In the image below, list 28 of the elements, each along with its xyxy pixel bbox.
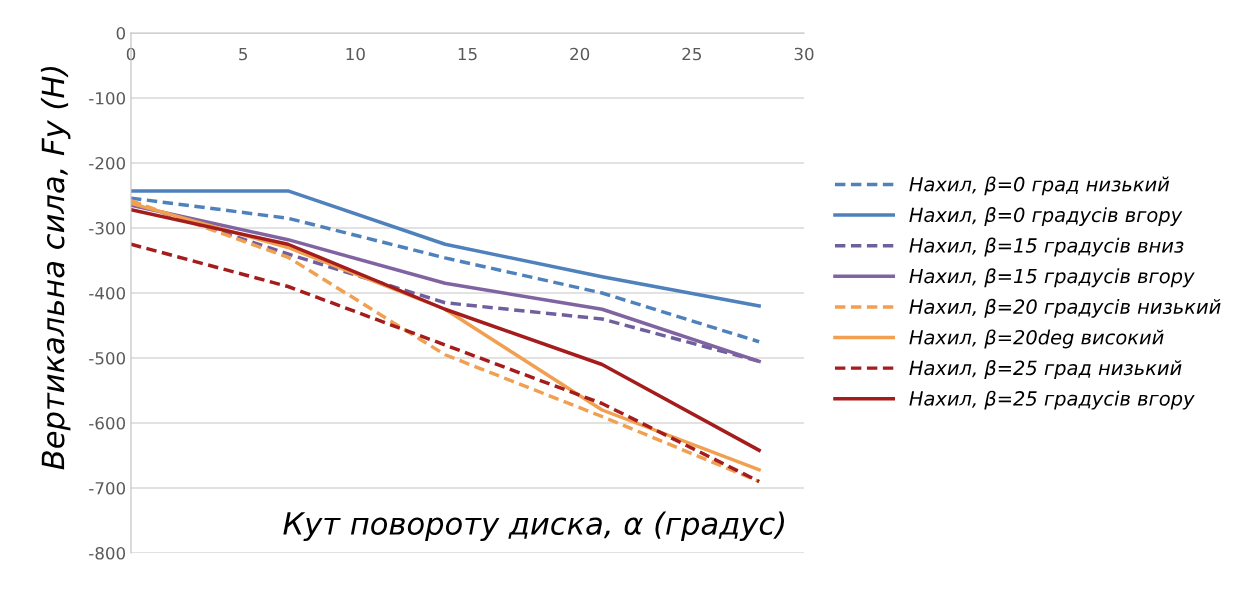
legend-label: Нахил, β=20 градусів низький — [909, 298, 1221, 318]
y-tick-label: -200 — [89, 156, 126, 170]
x-tick-label: 0 — [126, 47, 136, 61]
y-tick-label: -100 — [89, 91, 126, 105]
legend-label: Нахил, β=25 градусів вгору — [909, 390, 1195, 410]
y-axis-title: Вертикальна сила, Fy (Н) — [40, 66, 71, 470]
x-tick-label: 25 — [682, 47, 701, 61]
line-series — [131, 189, 761, 308]
legend-label: Нахил, β=25 град низький — [909, 360, 1182, 379]
legend-label: Нахил, β=20deg високий — [909, 329, 1164, 349]
legend-label: Нахил, β=0 град низький — [909, 176, 1170, 196]
y-tick-label: -300 — [89, 221, 126, 235]
y-tick-label: -500 — [89, 351, 126, 365]
x-tick-label: 5 — [239, 47, 248, 61]
y-tick-label: -600 — [89, 416, 126, 430]
legend-label: Нахил, β=0 градусів вгору — [909, 207, 1183, 226]
y-tick-label: -700 — [89, 481, 126, 495]
x-tick-label: 30 — [794, 47, 814, 61]
y-tick-label: -400 — [89, 286, 126, 300]
legend-label: Нахил, β=15 градусів вгору — [909, 268, 1195, 288]
y-tick-label: 0 — [116, 26, 126, 40]
line-series — [131, 242, 761, 484]
x-tick-label: 20 — [570, 47, 590, 61]
x-tick-label: 10 — [346, 47, 365, 61]
x-axis-title: Кут повороту диска, α (градус) — [283, 511, 784, 541]
y-tick-label: -800 — [89, 546, 126, 560]
x-tick-label: 15 — [458, 47, 477, 61]
legend-label: Нахил, β=15 градусів вниз — [909, 237, 1184, 257]
